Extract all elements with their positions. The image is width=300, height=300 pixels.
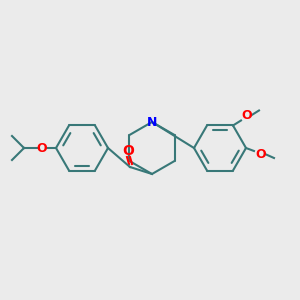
Text: O: O bbox=[122, 144, 134, 158]
Text: N: N bbox=[147, 116, 157, 128]
Text: O: O bbox=[256, 148, 266, 160]
Text: O: O bbox=[242, 109, 252, 122]
Text: O: O bbox=[37, 142, 47, 154]
